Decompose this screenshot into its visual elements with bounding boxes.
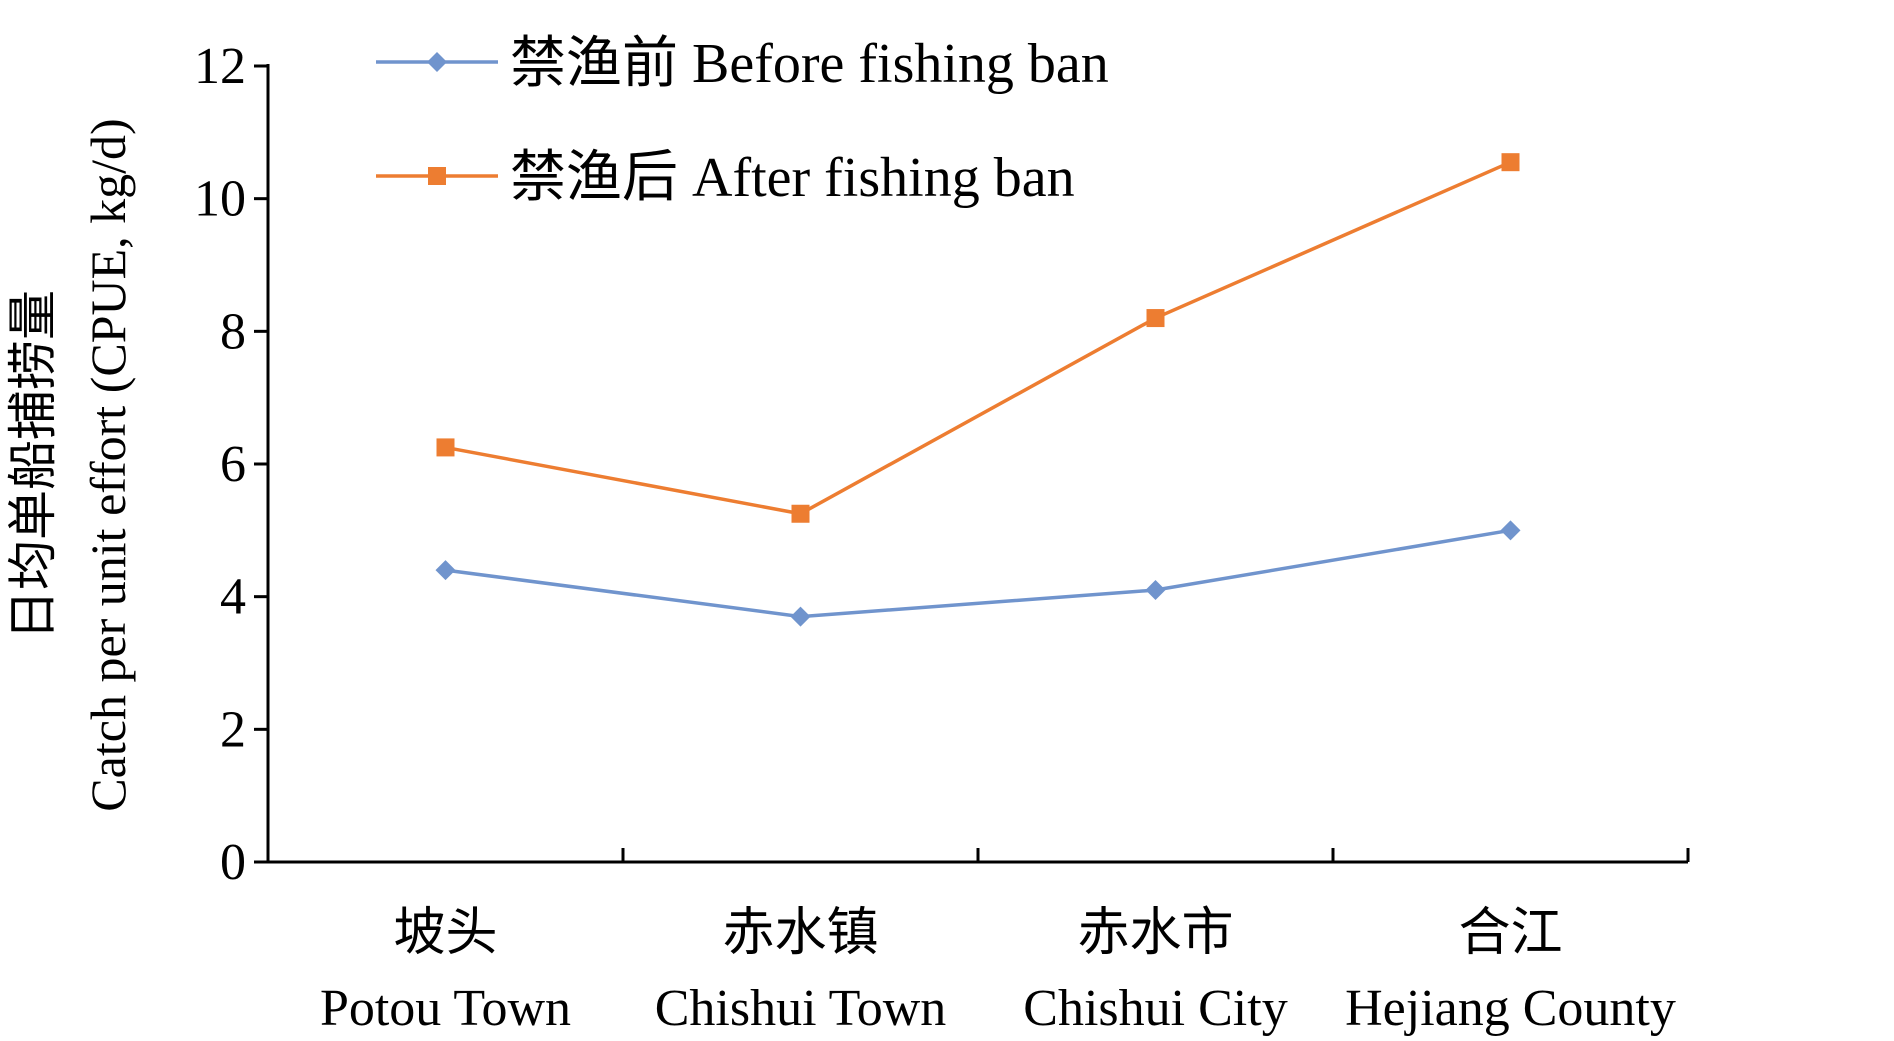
x-category-label-en: Potou Town — [320, 980, 571, 1037]
series-line-1 — [445, 160, 1512, 516]
data-point-s0-0 — [435, 560, 456, 581]
y-tick-label: 6 — [220, 436, 246, 493]
y-tick-label: 12 — [194, 38, 246, 95]
x-category-label-cn: 赤水镇 — [722, 905, 878, 962]
x-category-label-en: Chishui Town — [655, 980, 947, 1037]
y-axis-title-cn: 日均单船捕捞量 — [5, 290, 61, 640]
legend-marker-0 — [427, 52, 447, 72]
data-point-s0-1 — [790, 606, 811, 627]
y-tick-label: 4 — [220, 569, 246, 626]
data-point-s0-3 — [1500, 520, 1521, 541]
series-markers — [435, 153, 1521, 627]
y-tick-label: 10 — [194, 171, 246, 228]
x-category-label-en: Chishui City — [1023, 980, 1287, 1037]
y-tick-label: 0 — [220, 834, 246, 891]
x-category-label-cn: 合江 — [1458, 905, 1562, 962]
legend-label-1: 禁渔后 After fishing ban — [510, 147, 1075, 209]
x-category-label-en: Hejiang County — [1345, 980, 1676, 1037]
y-tick-label: 8 — [220, 303, 246, 360]
legend: 禁渔前 Before fishing ban 禁渔后 After fishing … — [376, 33, 1109, 209]
data-point-s1-3 — [1501, 153, 1520, 172]
legend-label-0: 禁渔前 Before fishing ban — [510, 33, 1109, 95]
data-point-s1-2 — [1146, 309, 1165, 328]
y-axis-title-en: Catch per unit effort (CPUE, kg/d) — [80, 118, 136, 811]
ticks: 0 2 4 6 8 10 12 坡头 Potou Town 赤水镇 Chishui Town 赤水市 C… — [194, 38, 1690, 1037]
x-category-label-cn: 赤水市 — [1077, 905, 1233, 962]
legend-marker-1 — [428, 167, 446, 185]
data-point-s1-1 — [791, 504, 810, 523]
x-category-label-cn: 坡头 — [393, 905, 497, 962]
y-tick-label: 2 — [220, 701, 246, 758]
data-point-s1-0 — [436, 438, 455, 457]
series-line-0 — [445, 528, 1511, 619]
data-point-s0-2 — [1145, 580, 1166, 601]
series-lines — [445, 160, 1512, 619]
